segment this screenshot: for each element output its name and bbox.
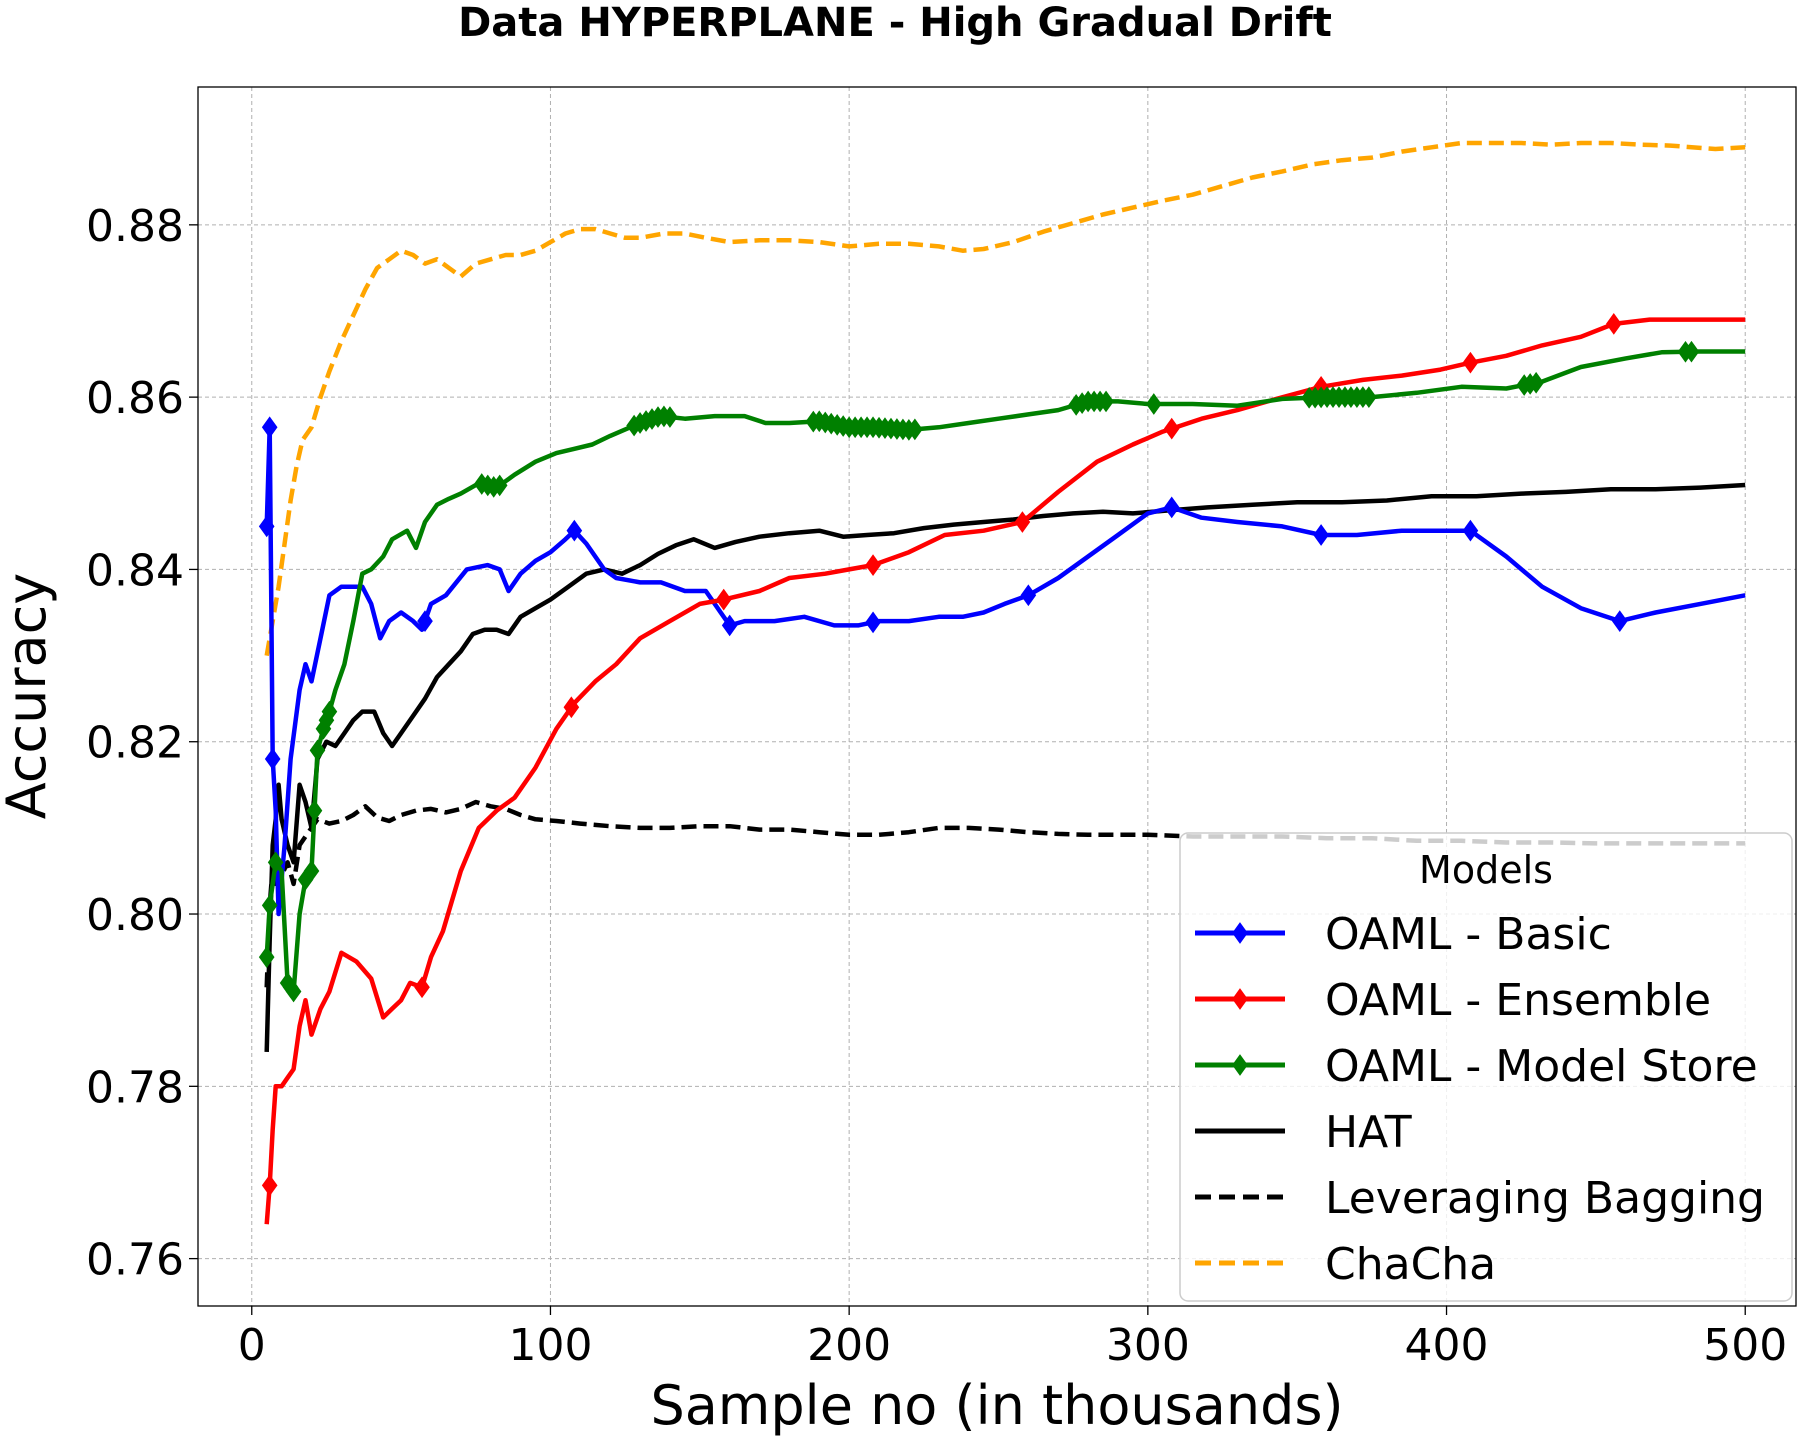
data-point-marker bbox=[261, 894, 278, 917]
legend-marker bbox=[1232, 922, 1248, 944]
data-point-marker bbox=[1163, 496, 1180, 519]
data-point-marker bbox=[1163, 417, 1180, 440]
axis-ticks: 0 100 200 300 400 500 0.76 0.78 0.80 0.82 0.84 0.86… bbox=[86, 201, 1787, 1371]
data-point-marker bbox=[1145, 393, 1162, 415]
legend-label: HAT bbox=[1325, 1107, 1412, 1158]
data-point-marker bbox=[563, 696, 580, 719]
data-point-marker bbox=[721, 614, 738, 637]
data-point-marker bbox=[1462, 351, 1479, 374]
series-oaml-model-store bbox=[258, 340, 1746, 1003]
data-point-marker bbox=[1683, 340, 1700, 363]
data-point-marker bbox=[865, 611, 881, 634]
series-chacha bbox=[264, 140, 1746, 656]
series-line-oaml-ensemble bbox=[264, 317, 1746, 1225]
data-point-marker bbox=[258, 946, 275, 968]
legend-label: Leveraging Bagging bbox=[1325, 1173, 1765, 1224]
y-tick-label: 0.76 bbox=[86, 1235, 184, 1286]
legend-item: Leveraging Bagging bbox=[1195, 1173, 1765, 1224]
legend-marker bbox=[1232, 1054, 1248, 1076]
legend-item: HAT bbox=[1195, 1107, 1412, 1158]
data-point-marker bbox=[566, 519, 583, 542]
legend-label: OAML - Basic bbox=[1325, 909, 1612, 960]
legend-title: Models bbox=[1419, 848, 1553, 892]
series-line-leveraging-bagging bbox=[264, 799, 1746, 988]
x-tick-label: 200 bbox=[807, 1320, 891, 1371]
data-point-marker bbox=[306, 799, 323, 822]
legend-item: OAML - Basic bbox=[1195, 909, 1612, 960]
legend-label: ChaCha bbox=[1325, 1239, 1496, 1290]
y-tick-label: 0.82 bbox=[86, 718, 184, 769]
data-point-marker bbox=[309, 739, 326, 762]
data-point-marker bbox=[1611, 610, 1628, 632]
y-tick-label: 0.78 bbox=[86, 1062, 184, 1113]
data-point-marker bbox=[261, 416, 278, 439]
y-tick-label: 0.84 bbox=[86, 545, 184, 596]
y-tick-label: 0.80 bbox=[86, 890, 184, 941]
series-oaml-ensemble bbox=[261, 313, 1746, 1225]
legend-marker bbox=[1232, 988, 1248, 1010]
y-tick-label: 0.86 bbox=[86, 373, 184, 424]
x-tick-label: 0 bbox=[238, 1320, 266, 1371]
legend-label: OAML - Model Store bbox=[1325, 1041, 1758, 1092]
chart-title: Data HYPERPLANE - High Gradual Drift bbox=[458, 0, 1332, 46]
series-oaml-basic bbox=[258, 416, 1746, 917]
x-tick-label: 100 bbox=[508, 1320, 592, 1371]
series-line-oaml-basic bbox=[264, 425, 1746, 917]
data-point-marker bbox=[321, 700, 338, 723]
data-point-marker bbox=[1528, 371, 1544, 394]
data-point-marker bbox=[414, 976, 430, 999]
data-point-marker bbox=[417, 610, 433, 632]
data-point-marker bbox=[267, 851, 284, 874]
data-point-marker bbox=[1020, 584, 1037, 607]
legend: Models OAML - Basic OAML - Ensemble OAML - … bbox=[1179, 832, 1793, 1302]
data-point-marker bbox=[264, 748, 281, 770]
y-tick-label: 0.88 bbox=[86, 201, 184, 252]
legend-item: ChaCha bbox=[1195, 1239, 1496, 1290]
data-point-marker bbox=[285, 980, 302, 1003]
series-leveraging-bagging bbox=[264, 799, 1746, 988]
data-point-marker bbox=[1014, 511, 1031, 533]
data-point-marker bbox=[1098, 390, 1114, 413]
data-point-marker bbox=[261, 1174, 278, 1197]
legend-box bbox=[1179, 832, 1793, 1302]
data-point-marker bbox=[865, 554, 881, 576]
data-point-marker bbox=[1605, 313, 1622, 335]
y-axis-label: Accuracy bbox=[0, 573, 58, 820]
legend-label: OAML - Ensemble bbox=[1325, 975, 1711, 1026]
data-point-marker bbox=[715, 588, 732, 611]
x-axis-label: Sample no (in thousands) bbox=[650, 1374, 1343, 1437]
series-layer bbox=[258, 140, 1746, 1225]
x-tick-label: 400 bbox=[1405, 1320, 1489, 1371]
legend-item: OAML - Ensemble bbox=[1195, 975, 1711, 1026]
data-point-marker bbox=[1462, 519, 1479, 542]
data-point-marker bbox=[303, 860, 320, 882]
x-tick-label: 500 bbox=[1703, 1320, 1787, 1371]
data-point-marker bbox=[1361, 386, 1377, 408]
plot-frame bbox=[197, 86, 1797, 1307]
x-tick-label: 300 bbox=[1106, 1320, 1190, 1371]
data-point-marker bbox=[662, 406, 678, 428]
data-point-marker bbox=[258, 515, 275, 538]
data-point-marker bbox=[491, 474, 508, 497]
series-line-chacha bbox=[264, 140, 1746, 656]
data-point-marker bbox=[907, 418, 923, 441]
data-point-marker bbox=[1313, 524, 1329, 546]
legend-item: OAML - Model Store bbox=[1195, 1041, 1758, 1092]
